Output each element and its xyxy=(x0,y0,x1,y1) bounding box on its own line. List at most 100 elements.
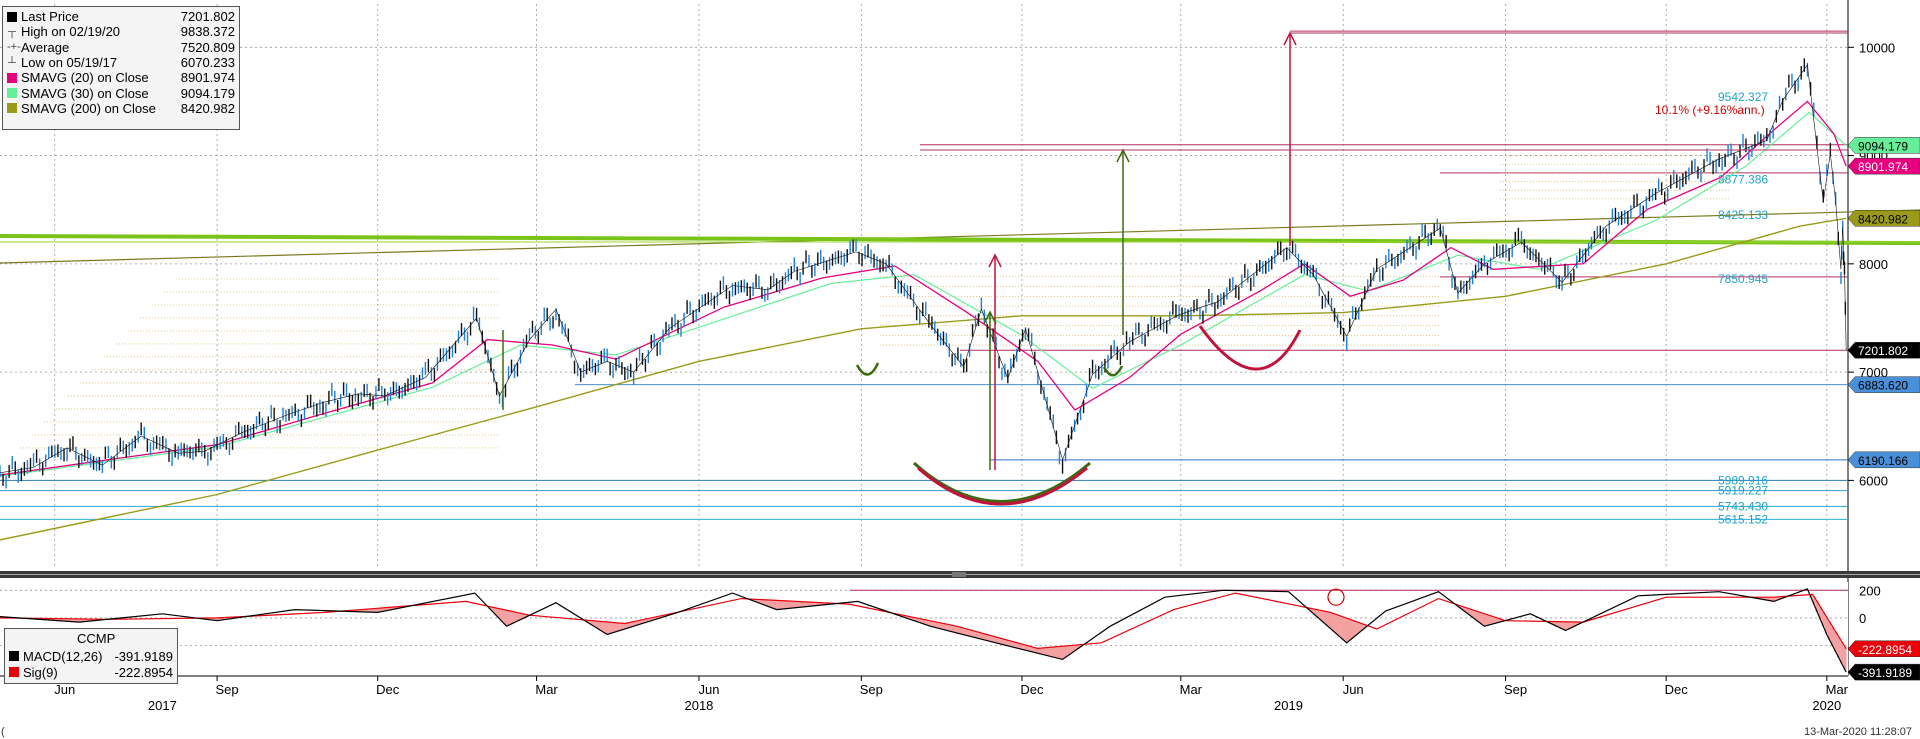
x-tick-label-month: Mar xyxy=(535,682,558,697)
sma20-line xyxy=(0,100,1847,476)
legend-marker-icon: -+- xyxy=(7,41,21,54)
axis-value-tag-label: 9094.179 xyxy=(1858,139,1908,153)
axis-value-tag-label: 8420.982 xyxy=(1858,212,1908,226)
macd-y-tick-label: 0 xyxy=(1859,611,1866,626)
y-tick-label: 10000 xyxy=(1859,40,1895,55)
x-tick-label-month: Jun xyxy=(54,682,75,697)
legend-label: SMAVG (30) on Close xyxy=(21,85,149,101)
axis-value-tag-label: 8901.974 xyxy=(1858,160,1908,174)
legend-swatch xyxy=(7,88,17,99)
macd-legend-value: -391.9189 xyxy=(114,648,173,664)
sma200-line xyxy=(0,217,1847,541)
x-tick-label-year: 2018 xyxy=(684,698,713,713)
macd-legend-title: CCMP xyxy=(77,631,116,646)
legend-row: Last Price 7201.802 xyxy=(7,9,235,24)
annotation-label: 9542.327 xyxy=(1718,90,1768,104)
y-tick-label: 7000 xyxy=(1859,365,1888,380)
annotation-label: 5989.916 xyxy=(1718,473,1768,487)
macd-legend-label: Sig(9) xyxy=(23,664,58,680)
arrow-red-1-head xyxy=(988,253,1002,268)
axis-value-tag xyxy=(1847,210,1920,227)
macd-legend-value: -222.8954 xyxy=(114,664,173,680)
legend-value: 9838.372 xyxy=(180,24,235,40)
axis-value-tag xyxy=(1847,157,1920,175)
axis-value-tag xyxy=(1847,376,1920,393)
x-tick-label-year: 2020 xyxy=(1812,698,1841,713)
annotation-label: 5743.430 xyxy=(1718,499,1768,513)
macd-value-tag-label: -391.9189 xyxy=(1858,666,1912,680)
legend-value: 8901.974 xyxy=(180,70,235,86)
small-cup-1 xyxy=(855,362,880,376)
x-tick-label-year: 2017 xyxy=(148,698,177,713)
axis-value-tag-label: 7201.802 xyxy=(1858,344,1908,358)
x-tick-label-month: Dec xyxy=(1020,682,1044,697)
axis-value-tag xyxy=(1847,451,1920,469)
x-tick-label-year: 2019 xyxy=(1274,698,1303,713)
x-tick-label-month: Sep xyxy=(860,682,883,697)
macd-y-tick-label: 200 xyxy=(1859,583,1881,598)
axis-value-tag xyxy=(1847,137,1920,154)
x-tick-label-month: Sep xyxy=(1504,682,1527,697)
cup-green xyxy=(912,461,1091,503)
x-tick-label-month: Jun xyxy=(1343,682,1364,697)
macd-line xyxy=(0,588,1847,673)
legend-marker-icon: ┴ xyxy=(8,56,16,69)
legend-row: SMAVG (200) on Close 8420.982 xyxy=(7,101,235,116)
legend-value: 6070.233 xyxy=(180,55,235,71)
axis-value-tag xyxy=(1847,341,1920,359)
price-bars xyxy=(0,58,1847,489)
legend-value: 8420.982 xyxy=(180,100,235,116)
macd-legend-row: MACD(12,26) -391.9189 xyxy=(9,648,173,664)
macd-legend-swatch xyxy=(9,667,19,677)
legend-row: ┬ High on 02/19/20 9838.372 xyxy=(7,24,235,39)
macd-legend-swatch xyxy=(9,651,19,661)
annotation-label: 8425.133 xyxy=(1718,208,1768,222)
x-tick-label-month: Mar xyxy=(1180,682,1203,697)
macd-plot-area xyxy=(0,582,1848,676)
arrow-green-1-head xyxy=(983,310,997,325)
cup-red xyxy=(917,466,1088,506)
price-legend: Last Price 7201.802 ┬ High on 02/19/20 9838.… xyxy=(2,6,240,130)
macd-value-tag xyxy=(1847,663,1920,681)
x-tick-label-month: Dec xyxy=(376,682,400,697)
legend-row: ┴ Low on 05/19/17 6070.233 xyxy=(7,55,235,70)
legend-marker-icon: ┬ xyxy=(8,25,16,38)
long-trend-line xyxy=(0,209,1920,264)
legend-value: 9094.179 xyxy=(180,85,235,101)
legend-label: SMAVG (20) on Close xyxy=(21,70,149,86)
legend-row: SMAVG (30) on Close 9094.179 xyxy=(7,85,235,101)
legend-label: High on 02/19/20 xyxy=(21,24,121,40)
legend-swatch xyxy=(7,72,17,83)
annotation-label: 5615.152 xyxy=(1718,512,1768,526)
legend-label: SMAVG (200) on Close xyxy=(21,100,156,116)
macd-cross-circle xyxy=(1327,588,1345,606)
macd-value-tag-label: -222.8954 xyxy=(1858,643,1912,657)
corner-mark: ( xyxy=(1,726,5,738)
sma30-line xyxy=(0,111,1847,477)
legend-swatch xyxy=(7,11,17,22)
x-tick-label-month: Mar xyxy=(1826,682,1849,697)
macd-legend: CCMP MACD(12,26) -391.9189 Sig(9) -222.8954 xyxy=(4,628,178,684)
x-tick-label-month: Sep xyxy=(216,682,239,697)
x-tick-label-month: Jun xyxy=(698,682,719,697)
macd-legend-label: MACD(12,26) xyxy=(23,648,103,664)
legend-value: 7520.809 xyxy=(180,39,235,55)
axis-value-tag-label: 6190.166 xyxy=(1858,454,1908,468)
signal-line xyxy=(0,592,1847,650)
axis-value-tag-label: 6883.620 xyxy=(1858,379,1908,393)
legend-row: SMAVG (20) on Close 8901.974 xyxy=(7,70,235,85)
macd-value-tag xyxy=(1847,640,1920,658)
x-tick-label-month: Dec xyxy=(1665,682,1689,697)
annotation-label: 5919.227 xyxy=(1718,484,1768,498)
cup-red-2 xyxy=(1198,325,1302,371)
y-tick-label: 8000 xyxy=(1859,257,1888,272)
annotation-label: 8877.386 xyxy=(1718,172,1768,186)
legend-label: Last Price xyxy=(21,9,79,25)
legend-label: Low on 05/19/17 xyxy=(21,55,118,71)
legend-label: Average xyxy=(21,39,70,55)
legend-value: 7201.802 xyxy=(180,9,235,25)
legend-swatch xyxy=(7,103,17,114)
pane-splitter-handle xyxy=(952,572,966,577)
annotation-label: 10.1% (+9.16%ann.) xyxy=(1655,103,1765,117)
